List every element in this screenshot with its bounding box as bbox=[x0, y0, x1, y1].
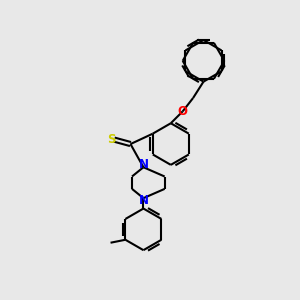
Text: S: S bbox=[107, 133, 116, 146]
Text: O: O bbox=[178, 105, 188, 118]
Text: N: N bbox=[138, 158, 148, 171]
Text: N: N bbox=[138, 194, 148, 207]
